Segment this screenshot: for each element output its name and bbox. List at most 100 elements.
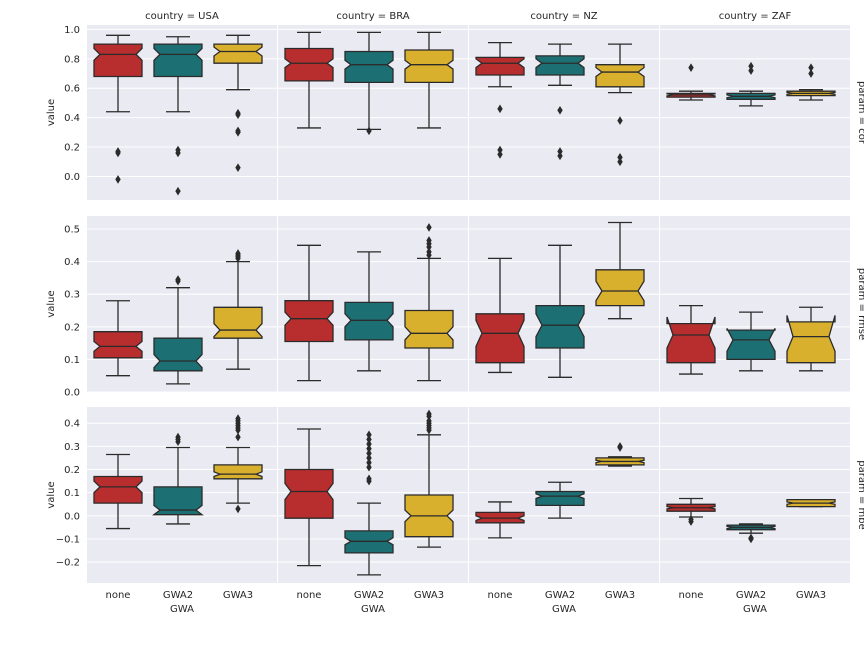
outlier-point — [808, 63, 814, 72]
box-gwa2 — [153, 337, 203, 372]
box-gwa3 — [213, 464, 263, 480]
outlier-point — [235, 254, 241, 263]
y-tick-label: −0.1 — [56, 535, 80, 546]
y-tick-label: 0.4 — [64, 257, 80, 268]
y-axis-label: value — [46, 290, 57, 317]
box-none — [475, 313, 525, 364]
box-gwa2 — [153, 43, 203, 78]
x-tick-label: GWA3 — [605, 590, 635, 601]
outlier-point — [426, 411, 432, 421]
outlier-point — [366, 444, 372, 453]
box-none — [475, 56, 525, 76]
facet-column-title: country = ZAF — [719, 11, 792, 22]
box-gwa2 — [152, 486, 204, 516]
box-gwa2 — [344, 301, 394, 341]
outlier-point — [175, 186, 181, 196]
outlier-point — [366, 458, 372, 467]
box-none — [284, 47, 334, 82]
outlier-point — [366, 126, 372, 136]
outlier-point — [557, 105, 563, 115]
outlier-point — [366, 435, 372, 444]
box-none — [284, 300, 334, 343]
box-none — [93, 475, 143, 504]
y-tick-label: 0.4 — [64, 113, 80, 124]
y-tick-label: 1.0 — [64, 25, 80, 36]
facet-row-title: param = mbe — [856, 460, 864, 529]
outlier-point — [115, 175, 121, 184]
facet-column-title: country = BRA — [336, 11, 409, 22]
outlier-point — [426, 242, 432, 252]
outlier-point — [426, 425, 432, 435]
y-tick-label: −0.2 — [56, 558, 80, 569]
box-gwa2 — [344, 50, 394, 84]
y-tick-label: 0.3 — [64, 290, 80, 301]
y-axis-label: value — [46, 481, 57, 508]
x-tick-label: none — [679, 590, 704, 601]
x-tick-label: GWA2 — [163, 590, 193, 601]
outlier-point — [617, 157, 623, 167]
outlier-point — [557, 151, 563, 161]
box-gwa3 — [213, 43, 263, 64]
box-none — [284, 468, 334, 519]
y-tick-label: 0.3 — [64, 442, 80, 453]
box-gwa3 — [595, 64, 645, 88]
outlier-point — [235, 110, 241, 120]
outlier-point — [497, 104, 503, 114]
x-tick-label: GWA3 — [223, 590, 253, 601]
outlier-point — [748, 66, 754, 75]
outlier-point — [235, 425, 241, 435]
outlier-point — [497, 145, 503, 155]
box-gwa3 — [786, 315, 836, 364]
y-tick-label: 0.1 — [64, 355, 80, 366]
outlier-point — [235, 504, 241, 514]
facet-row-title: param = rmse — [856, 268, 864, 340]
outlier-point — [235, 128, 241, 137]
outlier-point — [426, 223, 432, 232]
box-gwa3 — [595, 269, 645, 307]
outlier-point — [688, 517, 694, 526]
outlier-point — [235, 163, 241, 172]
y-axis-label: value — [46, 99, 57, 126]
panel-background — [469, 25, 659, 200]
outlier-point — [235, 432, 241, 442]
y-tick-label: 0.6 — [64, 84, 80, 95]
x-tick-label: GWA3 — [414, 590, 444, 601]
outlier-point — [617, 443, 623, 452]
outlier-point — [748, 61, 754, 71]
x-tick-label: GWA2 — [736, 590, 766, 601]
box-gwa2 — [726, 328, 776, 361]
box-gwa2 — [535, 490, 585, 507]
x-axis-label: GWA — [361, 604, 385, 615]
outlier-point — [617, 116, 623, 125]
box-gwa3 — [404, 49, 454, 84]
box-none — [666, 316, 716, 364]
x-tick-label: GWA3 — [796, 590, 826, 601]
facet-column-title: country = NZ — [530, 11, 597, 22]
panel-background — [660, 216, 850, 392]
x-tick-label: none — [488, 590, 513, 601]
outlier-point — [115, 148, 121, 158]
outlier-point — [366, 462, 372, 472]
x-tick-label: GWA2 — [545, 590, 575, 601]
box-gwa3 — [213, 306, 263, 339]
y-tick-label: 0.0 — [64, 388, 80, 399]
outlier-point — [497, 150, 503, 159]
x-tick-label: GWA2 — [354, 590, 384, 601]
outlier-point — [366, 439, 372, 449]
box-gwa3 — [404, 309, 454, 349]
box-none — [93, 331, 143, 359]
outlier-point — [175, 276, 181, 286]
outlier-point — [808, 69, 814, 78]
panel-background — [660, 407, 850, 583]
outlier-point — [426, 250, 432, 260]
x-axis-label: GWA — [743, 604, 767, 615]
outlier-point — [688, 63, 694, 72]
x-axis-label: GWA — [552, 604, 576, 615]
outlier-point — [366, 449, 372, 458]
outlier-point — [175, 437, 181, 447]
y-tick-label: 0.4 — [64, 419, 80, 430]
y-tick-label: 0.2 — [64, 322, 80, 333]
outlier-point — [366, 453, 372, 463]
facet-column-title: country = USA — [145, 11, 219, 22]
